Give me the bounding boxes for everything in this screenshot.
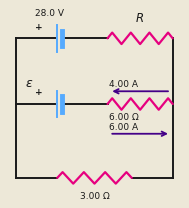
Text: 3.00 Ω: 3.00 Ω bbox=[80, 192, 109, 201]
Text: +: + bbox=[35, 22, 43, 32]
Text: ε: ε bbox=[26, 77, 33, 90]
Text: 4.00 A: 4.00 A bbox=[109, 80, 138, 89]
Text: R: R bbox=[136, 12, 144, 25]
Text: 6.00 Ω: 6.00 Ω bbox=[109, 113, 139, 123]
Text: 28.0 V: 28.0 V bbox=[35, 9, 64, 18]
Text: 6.00 A: 6.00 A bbox=[109, 123, 139, 132]
Text: +: + bbox=[35, 88, 43, 97]
